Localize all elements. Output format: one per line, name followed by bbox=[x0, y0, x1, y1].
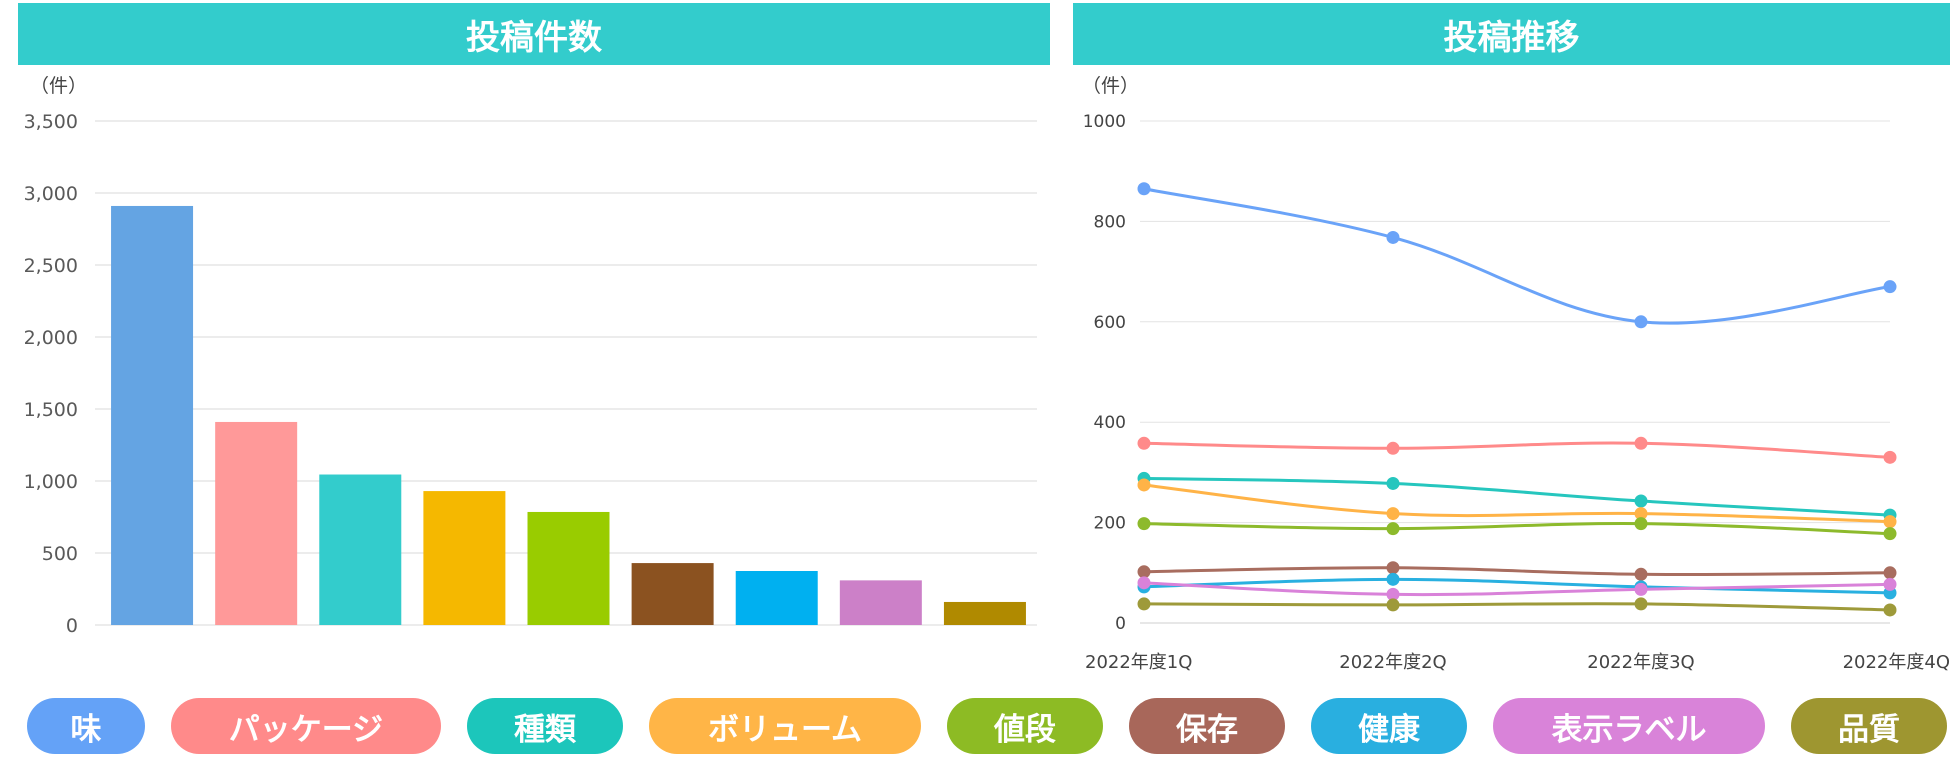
line-xtick-label: 2022年度2Q bbox=[1339, 652, 1446, 673]
bar-ytick-label: 3,500 bbox=[24, 111, 78, 133]
line-point bbox=[1883, 450, 1897, 464]
bar-ytick-label: 1,000 bbox=[24, 471, 78, 493]
line-point bbox=[1634, 567, 1648, 581]
line-point bbox=[1137, 478, 1151, 492]
bar-ytick-label: 3,000 bbox=[24, 183, 78, 205]
bar-chart: （件） 0 500 1,000 1,500 2,000 2,500 3,000 3,500 bbox=[24, 75, 1037, 635]
line-series-1 bbox=[1143, 187, 1891, 325]
line-series-6 bbox=[1143, 566, 1891, 577]
line-series-3 bbox=[1143, 476, 1891, 517]
line-point bbox=[1634, 315, 1648, 329]
legend: 味パッケージ 種類 ボリューム 値段 保存 健康 表示ラベル 品質 bbox=[0, 698, 1950, 758]
line-point bbox=[1634, 436, 1648, 450]
line-point bbox=[1386, 230, 1400, 244]
line-point bbox=[1386, 476, 1400, 490]
bar-5 bbox=[527, 511, 610, 625]
line-ytick-label: 0 bbox=[1115, 614, 1126, 634]
bar-ytick-label: 1,500 bbox=[24, 399, 78, 421]
line-xtick-label: 2022年度1Q bbox=[1085, 652, 1192, 673]
legend-item: 保存 bbox=[1129, 698, 1285, 754]
legend-item: 種類 bbox=[467, 698, 623, 754]
line-point bbox=[1634, 597, 1648, 611]
bar-7 bbox=[735, 571, 818, 625]
line-point bbox=[1386, 561, 1400, 575]
line-point bbox=[1137, 565, 1151, 579]
line-point bbox=[1634, 507, 1648, 521]
line-point bbox=[1386, 522, 1400, 536]
line-ytick-label: 800 bbox=[1094, 212, 1126, 232]
line-point bbox=[1883, 566, 1897, 580]
legend-item: パッケージ bbox=[171, 698, 441, 754]
line-point bbox=[1137, 182, 1151, 196]
line-series-7 bbox=[1143, 577, 1891, 595]
line-point bbox=[1883, 515, 1897, 529]
line-point bbox=[1883, 577, 1897, 591]
line-point bbox=[1634, 494, 1648, 508]
bar-1 bbox=[111, 205, 194, 625]
line-ytick-label: 400 bbox=[1094, 413, 1126, 433]
bar-ytick-label: 0 bbox=[66, 615, 78, 635]
line-point bbox=[1883, 603, 1897, 617]
bar-2 bbox=[215, 421, 298, 625]
line-point bbox=[1386, 507, 1400, 521]
legend-item: 味 bbox=[27, 698, 145, 754]
bar-ytick-label: 2,000 bbox=[24, 327, 78, 349]
line-point bbox=[1137, 576, 1151, 590]
legend-item: 値段 bbox=[947, 698, 1103, 754]
line-unit-label: （件） bbox=[1082, 75, 1139, 97]
line-point bbox=[1386, 572, 1400, 586]
line-series-5 bbox=[1143, 522, 1891, 536]
bar-unit-label: （件） bbox=[30, 75, 87, 97]
bar-ytick-label: 2,500 bbox=[24, 255, 78, 277]
line-point bbox=[1634, 582, 1648, 596]
line-point bbox=[1137, 436, 1151, 450]
line-xtick-label: 2022年度3Q bbox=[1587, 652, 1694, 673]
bar-8 bbox=[839, 580, 922, 625]
bar-6 bbox=[631, 563, 714, 625]
bar-4 bbox=[423, 491, 506, 625]
legend-item: 健康 bbox=[1311, 698, 1467, 754]
line-ytick-label: 1000 bbox=[1083, 112, 1126, 132]
line-point bbox=[1883, 280, 1897, 294]
line-point bbox=[1634, 517, 1648, 531]
line-chart-title: 投稿推移 bbox=[1073, 3, 1950, 65]
line-series-9 bbox=[1143, 602, 1891, 612]
line-series-2 bbox=[1143, 441, 1891, 459]
bar-chart-title: 投稿件数 bbox=[18, 3, 1050, 65]
line-ytick-label: 600 bbox=[1094, 313, 1126, 333]
bar-3 bbox=[319, 474, 402, 625]
line-point bbox=[1386, 587, 1400, 601]
legend-item: 品質 bbox=[1791, 698, 1947, 754]
bar-ytick-label: 500 bbox=[42, 543, 78, 565]
line-point bbox=[1883, 527, 1897, 541]
line-point bbox=[1137, 517, 1151, 531]
line-ytick-label: 200 bbox=[1094, 514, 1126, 534]
line-series-8 bbox=[1143, 581, 1891, 597]
line-point bbox=[1386, 598, 1400, 612]
line-chart: （件） 0 200 400 600 800 1000 2022年度1Q 2022年度2Q 2022… bbox=[1082, 75, 1950, 673]
line-xtick-label: 2022年度4Q bbox=[1843, 652, 1950, 673]
line-point bbox=[1137, 597, 1151, 611]
bar-9 bbox=[943, 601, 1026, 625]
legend-item: 表示ラベル bbox=[1493, 698, 1765, 754]
legend-item: ボリューム bbox=[649, 698, 921, 754]
line-point bbox=[1386, 441, 1400, 455]
line-series-4 bbox=[1143, 483, 1891, 524]
